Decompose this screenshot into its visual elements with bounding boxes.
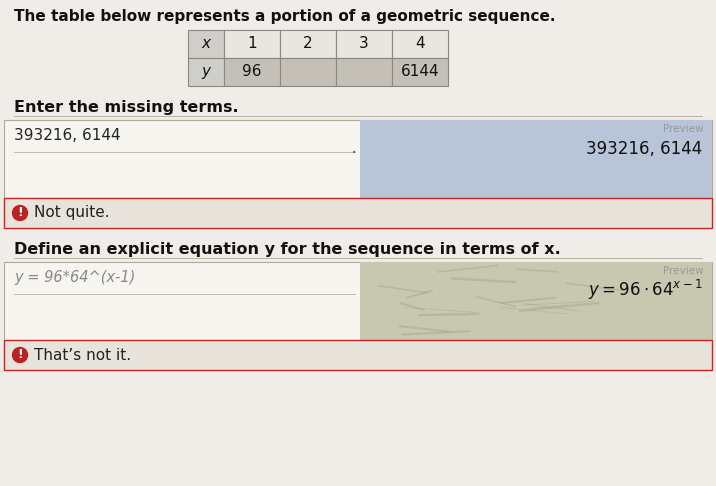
Text: $y = 96 \cdot 64^{x-1}$: $y = 96 \cdot 64^{x-1}$ xyxy=(588,278,702,302)
Text: Not quite.: Not quite. xyxy=(34,206,110,221)
Bar xyxy=(336,58,392,86)
Bar xyxy=(188,58,224,86)
Bar xyxy=(360,120,712,198)
Text: Preview: Preview xyxy=(664,124,704,134)
Bar xyxy=(392,30,448,58)
Bar xyxy=(336,30,392,58)
Text: y = 96*64^(x-1): y = 96*64^(x-1) xyxy=(14,270,135,285)
Bar xyxy=(224,58,280,86)
Text: The table below represents a portion of a geometric sequence.: The table below represents a portion of … xyxy=(14,9,556,24)
Bar xyxy=(4,120,712,198)
Bar xyxy=(188,30,224,58)
Text: y: y xyxy=(201,65,211,80)
Bar xyxy=(280,58,336,86)
Text: Preview: Preview xyxy=(664,266,704,276)
Text: 3: 3 xyxy=(359,36,369,52)
Text: 1: 1 xyxy=(247,36,257,52)
Text: !: ! xyxy=(17,348,23,362)
Text: 6144: 6144 xyxy=(401,65,440,80)
Text: 4: 4 xyxy=(415,36,425,52)
Text: Enter the missing terms.: Enter the missing terms. xyxy=(14,100,238,115)
Text: 393216, 6144: 393216, 6144 xyxy=(586,140,702,158)
Circle shape xyxy=(12,206,27,221)
Text: ·: · xyxy=(351,144,357,163)
Bar xyxy=(280,30,336,58)
Bar xyxy=(360,262,712,340)
Bar xyxy=(4,262,712,340)
Circle shape xyxy=(12,347,27,363)
Bar xyxy=(224,30,280,58)
Text: 2: 2 xyxy=(303,36,313,52)
Text: x: x xyxy=(201,36,211,52)
Bar xyxy=(392,58,448,86)
Text: !: ! xyxy=(17,207,23,220)
Text: 96: 96 xyxy=(242,65,262,80)
Bar xyxy=(4,198,712,228)
Text: That’s not it.: That’s not it. xyxy=(34,347,131,363)
Bar xyxy=(4,340,712,370)
Text: Define an explicit equation y for the sequence in terms of x.: Define an explicit equation y for the se… xyxy=(14,242,561,257)
Text: 393216, 6144: 393216, 6144 xyxy=(14,128,120,143)
